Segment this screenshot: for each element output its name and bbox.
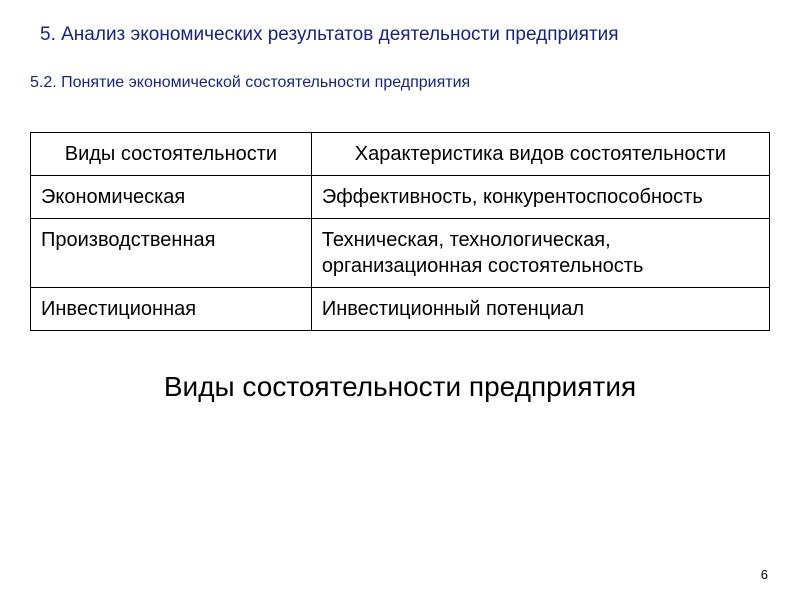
table-row: Инвестиционная Инвестиционный потенциал bbox=[31, 288, 770, 331]
cell-type: Производственная bbox=[31, 219, 312, 288]
solvency-types-table: Виды состоятельности Характеристика видо… bbox=[30, 132, 770, 331]
cell-characteristic: Техническая, технологическая, организаци… bbox=[311, 219, 769, 288]
cell-characteristic: Эффективность, конкурентоспособность bbox=[311, 176, 769, 219]
page-number: 6 bbox=[761, 567, 768, 582]
section-heading: 5. Анализ экономических результатов деят… bbox=[0, 0, 800, 46]
table-caption: Виды состоятельности предприятия bbox=[0, 331, 800, 403]
subsection-heading: 5.2. Понятие экономической состоятельнос… bbox=[0, 46, 800, 92]
col-header-type: Виды состоятельности bbox=[31, 133, 312, 176]
table-row: Производственная Техническая, технологич… bbox=[31, 219, 770, 288]
table-container: Виды состоятельности Характеристика видо… bbox=[0, 92, 800, 331]
table-header-row: Виды состоятельности Характеристика видо… bbox=[31, 133, 770, 176]
cell-characteristic: Инвестиционный потенциал bbox=[311, 288, 769, 331]
cell-type: Экономическая bbox=[31, 176, 312, 219]
table-row: Экономическая Эффективность, конкурентос… bbox=[31, 176, 770, 219]
cell-type: Инвестиционная bbox=[31, 288, 312, 331]
col-header-characteristic: Характеристика видов состоятельности bbox=[311, 133, 769, 176]
